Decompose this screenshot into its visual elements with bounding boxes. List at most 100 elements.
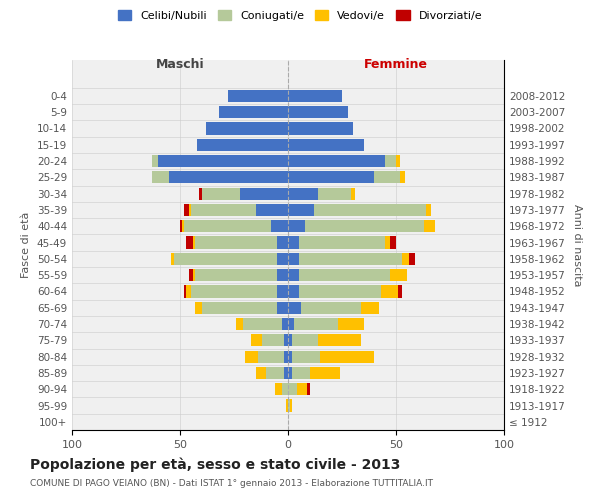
Bar — [199, 188, 202, 200]
Bar — [193, 269, 195, 281]
Bar — [361, 302, 379, 314]
Bar — [195, 302, 202, 314]
Text: Maschi: Maschi — [155, 58, 205, 70]
Bar — [288, 236, 299, 248]
Bar — [301, 302, 361, 314]
Bar — [219, 106, 288, 118]
Bar — [281, 383, 288, 396]
Bar — [206, 122, 288, 134]
Bar — [288, 155, 385, 167]
Bar — [288, 90, 342, 102]
Bar — [292, 350, 320, 363]
Bar — [310, 367, 340, 379]
Bar — [195, 236, 277, 248]
Bar — [288, 171, 374, 183]
Bar — [307, 383, 310, 396]
Bar — [288, 188, 318, 200]
Bar — [241, 188, 288, 200]
Bar — [169, 171, 288, 183]
Bar — [266, 367, 284, 379]
Bar — [202, 302, 277, 314]
Bar — [381, 286, 398, 298]
Bar — [288, 252, 299, 265]
Bar — [350, 188, 355, 200]
Bar — [288, 220, 305, 232]
Bar — [385, 236, 389, 248]
Bar — [292, 367, 310, 379]
Bar — [277, 269, 288, 281]
Bar — [290, 400, 292, 411]
Bar — [227, 90, 288, 102]
Bar — [305, 220, 424, 232]
Bar — [400, 171, 404, 183]
Bar — [288, 334, 292, 346]
Bar — [277, 286, 288, 298]
Bar — [374, 171, 400, 183]
Bar — [184, 220, 271, 232]
Bar — [288, 318, 295, 330]
Bar — [184, 286, 187, 298]
Bar — [236, 318, 242, 330]
Bar — [299, 269, 389, 281]
Bar — [288, 383, 296, 396]
Bar — [184, 204, 188, 216]
Bar — [195, 269, 277, 281]
Bar — [424, 220, 435, 232]
Bar — [258, 350, 284, 363]
Bar — [277, 252, 288, 265]
Bar — [188, 269, 193, 281]
Bar — [288, 286, 299, 298]
Bar — [288, 122, 353, 134]
Bar — [338, 318, 364, 330]
Bar — [277, 302, 288, 314]
Bar — [286, 400, 288, 411]
Bar — [242, 318, 281, 330]
Bar — [284, 367, 288, 379]
Bar — [271, 220, 288, 232]
Bar — [251, 334, 262, 346]
Bar — [288, 269, 299, 281]
Bar — [284, 350, 288, 363]
Bar — [187, 236, 193, 248]
Bar — [281, 318, 288, 330]
Bar — [398, 286, 403, 298]
Bar — [152, 155, 158, 167]
Bar — [288, 302, 301, 314]
Y-axis label: Fasce di età: Fasce di età — [22, 212, 31, 278]
Bar — [320, 350, 374, 363]
Bar — [295, 318, 338, 330]
Bar — [296, 383, 307, 396]
Bar — [318, 334, 361, 346]
Bar — [409, 252, 415, 265]
Bar — [180, 220, 182, 232]
Bar — [389, 269, 407, 281]
Bar — [288, 367, 292, 379]
Bar — [314, 204, 426, 216]
Bar — [172, 252, 173, 265]
Bar — [197, 138, 288, 151]
Text: COMUNE DI PAGO VEIANO (BN) - Dati ISTAT 1° gennaio 2013 - Elaborazione TUTTITALI: COMUNE DI PAGO VEIANO (BN) - Dati ISTAT … — [30, 479, 433, 488]
Bar — [299, 236, 385, 248]
Bar — [288, 350, 292, 363]
Bar — [426, 204, 431, 216]
Bar — [245, 350, 258, 363]
Bar — [152, 171, 169, 183]
Bar — [262, 334, 284, 346]
Bar — [191, 286, 277, 298]
Bar — [277, 236, 288, 248]
Bar — [182, 220, 184, 232]
Bar — [288, 204, 314, 216]
Bar — [256, 367, 266, 379]
Y-axis label: Anni di nascita: Anni di nascita — [572, 204, 582, 286]
Legend: Celibi/Nubili, Coniugati/e, Vedovi/e, Divorziati/e: Celibi/Nubili, Coniugati/e, Vedovi/e, Di… — [113, 6, 487, 25]
Bar — [275, 383, 281, 396]
Bar — [187, 286, 191, 298]
Text: Femmine: Femmine — [364, 58, 428, 70]
Bar — [256, 204, 288, 216]
Bar — [288, 106, 349, 118]
Text: Popolazione per età, sesso e stato civile - 2013: Popolazione per età, sesso e stato civil… — [30, 458, 400, 472]
Bar — [299, 252, 403, 265]
Bar — [396, 155, 400, 167]
Bar — [403, 252, 409, 265]
Bar — [191, 204, 256, 216]
